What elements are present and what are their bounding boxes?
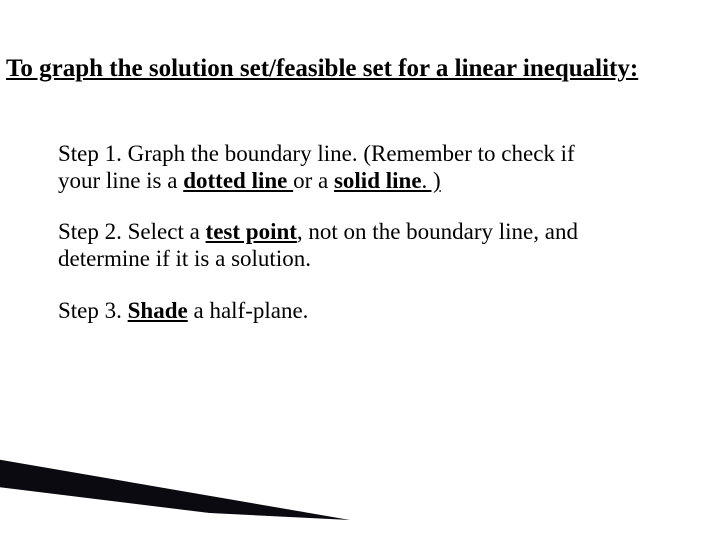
step-1-post: . ) bbox=[422, 168, 441, 193]
step-3-post: a half-plane. bbox=[188, 298, 309, 323]
step-2: Step 2. Select a test point, not on the … bbox=[58, 218, 618, 272]
steps-container: Step 1. Graph the boundary line. (Rememb… bbox=[58, 140, 618, 348]
step-1-mid: or a bbox=[293, 168, 334, 193]
slide: To graph the solution set/feasible set f… bbox=[0, 0, 720, 540]
step-2-pre: Step 2. Select a bbox=[58, 219, 206, 244]
step-1-dotted-line: dotted line bbox=[183, 168, 293, 193]
step-2-test-point: test point bbox=[206, 219, 297, 244]
step-3: Step 3. Shade a half-plane. bbox=[58, 297, 618, 324]
decorative-swoosh bbox=[0, 440, 370, 530]
step-3-shade: Shade bbox=[128, 298, 188, 323]
step-1-solid-line: solid line bbox=[334, 168, 422, 193]
swoosh-white bbox=[0, 486, 250, 530]
slide-heading: To graph the solution set/feasible set f… bbox=[6, 55, 714, 84]
step-1: Step 1. Graph the boundary line. (Rememb… bbox=[58, 140, 618, 194]
swoosh-dark bbox=[0, 458, 350, 520]
step-3-pre: Step 3. bbox=[58, 298, 128, 323]
swoosh-gray bbox=[0, 468, 305, 512]
